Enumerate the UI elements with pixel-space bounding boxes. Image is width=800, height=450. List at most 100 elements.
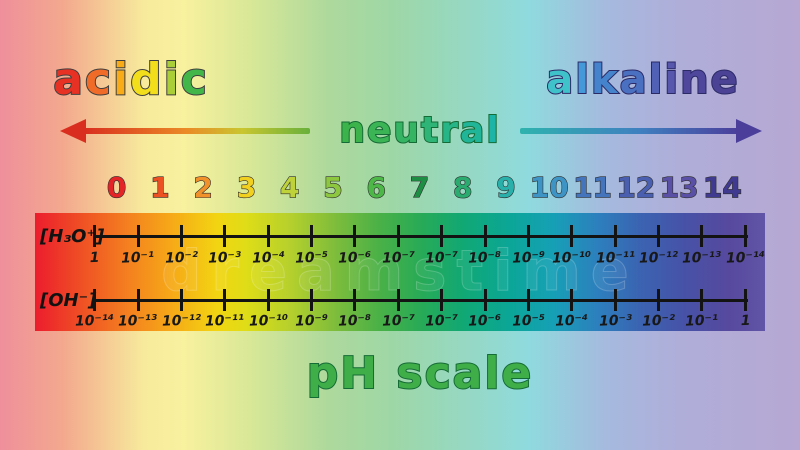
- ph-number-3: 3: [236, 170, 257, 204]
- tick-mark: [570, 289, 574, 311]
- tick-mark: [526, 225, 530, 247]
- tick-mark: [179, 289, 183, 311]
- tick: [290, 225, 333, 247]
- tick-mark: [743, 225, 747, 247]
- tick-mark: [483, 225, 487, 247]
- letter-l: l: [485, 109, 501, 152]
- oh-label: [OH⁻]: [40, 290, 97, 311]
- acidic-label: acidic: [52, 53, 209, 106]
- tick-mark: [93, 225, 97, 247]
- ph-number-5: 5: [323, 170, 344, 204]
- tick: [550, 289, 593, 311]
- tick: [680, 225, 723, 247]
- tick: [333, 225, 376, 247]
- concentration-value: 10⁻¹²: [161, 312, 202, 330]
- ph-number-11: 11: [572, 170, 613, 204]
- right-arrow-line: [520, 128, 738, 134]
- tick: [724, 225, 767, 247]
- concentration-value: 10⁻⁷: [381, 249, 415, 267]
- ph-number-10: 10: [529, 170, 569, 204]
- concentration-value: 10⁻⁵: [294, 249, 329, 267]
- concentration-value: 10⁻⁷: [424, 312, 459, 330]
- ph-number-7: 7: [409, 170, 430, 204]
- tick-mark: [136, 225, 140, 247]
- concentration-value: 10⁻⁶: [338, 249, 372, 267]
- concentration-value: 10⁻⁴: [251, 249, 285, 267]
- h3o-axis-line: [93, 235, 748, 238]
- tick: [73, 289, 116, 311]
- tick: [290, 289, 333, 311]
- tick: [377, 289, 420, 311]
- oh-ticks: [73, 289, 767, 311]
- ph-number-14: 14: [702, 170, 742, 204]
- ph-number-1: 1: [150, 170, 171, 204]
- tick: [637, 289, 680, 311]
- letter-a: a: [52, 53, 85, 106]
- ph-bar: dreamstime [H₃O⁺] 1 10⁻¹ 10⁻² 10⁻³ 10⁻⁴ 10⁻⁵ 1…: [35, 213, 765, 331]
- letter-i: i: [163, 53, 181, 106]
- concentration-value: 10⁻⁷: [424, 249, 459, 267]
- tick-mark: [396, 225, 400, 247]
- concentration-value: 10⁻¹⁴: [74, 312, 115, 330]
- tick: [507, 289, 550, 311]
- tick: [637, 225, 680, 247]
- tick-mark: [223, 289, 227, 311]
- tick: [73, 225, 116, 247]
- tick: [463, 289, 506, 311]
- left-arrow-line: [84, 128, 310, 134]
- letter-t: t: [420, 109, 441, 152]
- concentration-value: 10⁻⁶: [468, 312, 502, 330]
- tick-mark: [440, 225, 444, 247]
- letter-a: a: [545, 56, 576, 104]
- tick: [463, 225, 506, 247]
- tick-mark: [570, 225, 574, 247]
- tick-mark: [353, 289, 357, 311]
- concentration-value: 10⁻³: [598, 312, 632, 330]
- tick-mark: [613, 225, 617, 247]
- tick-mark: [483, 289, 487, 311]
- h3o-ticks: [73, 225, 767, 247]
- letter-u: u: [392, 109, 422, 152]
- tick-mark: [310, 289, 314, 311]
- tick: [377, 225, 420, 247]
- page-title: pH scale: [306, 347, 534, 400]
- tick: [507, 225, 550, 247]
- oh-values: 10⁻¹⁴ 10⁻¹³ 10⁻¹² 10⁻¹¹ 10⁻¹⁰ 10⁻⁹ 10⁻⁸ 10⁻⁷ 10⁻…: [73, 312, 767, 335]
- tick: [594, 225, 637, 247]
- neutral-label: neutral: [338, 109, 501, 152]
- ph-number-6: 6: [366, 170, 387, 204]
- tick: [247, 289, 290, 311]
- tick: [203, 289, 246, 311]
- ph-number-2: 2: [193, 170, 214, 204]
- concentration-value: 10⁻⁷: [381, 312, 415, 330]
- concentration-value: 1: [89, 249, 100, 267]
- tick-mark: [179, 225, 183, 247]
- ph-number-13: 13: [659, 170, 699, 204]
- h3o-values: 1 10⁻¹ 10⁻² 10⁻³ 10⁻⁴ 10⁻⁵ 10⁻⁶ 10⁻⁷ 10⁻⁷ 10⁻⁸ 10⁻…: [73, 249, 767, 272]
- letter-e: e: [710, 56, 740, 104]
- concentration-value: 10⁻²: [164, 249, 199, 267]
- letter-r: r: [439, 109, 461, 152]
- letter-i: i: [112, 53, 131, 106]
- tick: [333, 289, 376, 311]
- letter-a: a: [619, 56, 649, 104]
- letter-e: e: [366, 109, 394, 152]
- concentration-value: 10⁻¹¹: [595, 249, 635, 267]
- tick: [247, 225, 290, 247]
- concentration-value: 10⁻⁴: [554, 312, 589, 330]
- ph-number-9: 9: [496, 170, 517, 204]
- tick: [160, 289, 203, 311]
- tick-mark: [440, 289, 444, 311]
- ph-number-0: 0: [106, 170, 127, 204]
- tick-mark: [613, 289, 617, 311]
- letter-c: c: [180, 53, 209, 106]
- tick-mark: [266, 289, 270, 311]
- letter-c: c: [84, 53, 114, 106]
- ph-number-4: 4: [279, 170, 300, 204]
- tick: [724, 289, 767, 311]
- tick: [550, 225, 593, 247]
- letter-n: n: [338, 109, 367, 152]
- concentration-value: 10⁻¹²: [638, 249, 679, 267]
- tick-mark: [310, 225, 314, 247]
